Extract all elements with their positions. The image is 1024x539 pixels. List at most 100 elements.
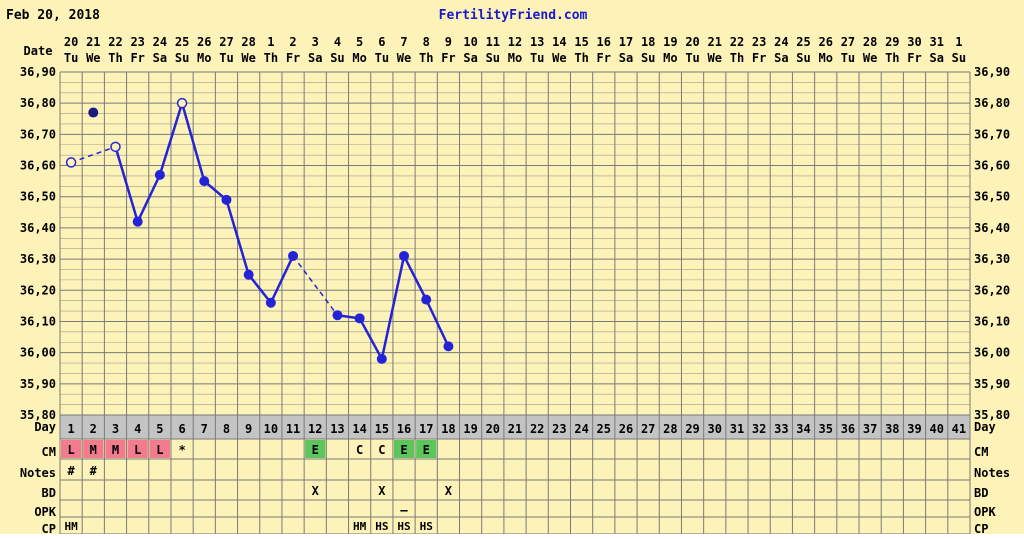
date-row-label: Date <box>24 44 53 58</box>
cm-mark: * <box>178 443 185 457</box>
date-tick-label: 14 <box>552 35 566 49</box>
cm-mark: E <box>312 443 319 457</box>
series-segment <box>70 146 116 164</box>
day-number: 11 <box>286 422 300 436</box>
series-segment <box>247 273 272 304</box>
date-tick-label: 9 <box>445 35 452 49</box>
date-tick-label: 6 <box>378 35 385 49</box>
weekday-tick-label: Th <box>885 51 899 65</box>
weekday-tick-label: Th <box>264 51 278 65</box>
day-number: 3 <box>112 422 119 436</box>
date-tick-label: 22 <box>108 35 122 49</box>
weekday-tick-label: Mo <box>819 51 833 65</box>
y-tick-label-right: 36,00 <box>974 346 1010 360</box>
cm-cell <box>105 440 126 458</box>
date-tick-label: 5 <box>356 35 363 49</box>
day-number: 12 <box>308 422 322 436</box>
brand-link[interactable]: FertilityFriend.com <box>439 8 588 23</box>
y-tick-label-left: 36,60 <box>20 159 56 173</box>
cp-mark: HS <box>397 520 410 533</box>
y-tick-label-right: 36,80 <box>974 96 1010 110</box>
date-tick-label: 24 <box>153 35 167 49</box>
weekday-tick-label: Su <box>175 51 189 65</box>
day-number: 33 <box>774 422 788 436</box>
axis-labels: 20 21 22 23 24 25 26 27 28 1 2 3 4 5 6 7 8 9 10 11 12 13 14 15 1… <box>20 35 1010 536</box>
date-tick-label: 23 <box>752 35 766 49</box>
row-label-right: Day <box>974 420 996 434</box>
series-segment <box>380 255 406 360</box>
day-number: 26 <box>619 422 633 436</box>
day-number: 13 <box>330 422 344 436</box>
y-tick-label-right: 36,50 <box>974 190 1010 204</box>
y-tick-label-right: 36,20 <box>974 283 1010 297</box>
day-number: 21 <box>508 422 522 436</box>
date-tick-label: 16 <box>597 35 611 49</box>
date-tick-label: 19 <box>663 35 677 49</box>
date-tick-label: 22 <box>730 35 744 49</box>
series-segment <box>114 146 139 223</box>
data-point <box>221 194 232 205</box>
cm-mark: L <box>156 443 163 457</box>
cm-cell <box>127 440 148 458</box>
series-segment <box>269 255 295 304</box>
weekday-tick-label: Tu <box>685 51 699 65</box>
row-label-right: Notes <box>974 466 1010 480</box>
y-tick-label-right: 36,70 <box>974 127 1010 141</box>
date-tick-label: 17 <box>619 35 633 49</box>
data-point <box>265 297 276 308</box>
weekday-tick-label: We <box>863 51 877 65</box>
weekday-tick-label: Sa <box>308 51 322 65</box>
data-point <box>354 313 365 324</box>
y-tick-label-left: 36,30 <box>20 252 56 266</box>
weekday-tick-label: Sa <box>929 51 943 65</box>
weekday-tick-label: Mo <box>663 51 677 65</box>
day-row-background <box>60 415 970 439</box>
date-tick-label: 2 <box>289 35 296 49</box>
grid <box>59 71 971 535</box>
day-number: 31 <box>730 422 744 436</box>
data-point <box>443 341 454 352</box>
day-number: 18 <box>441 422 455 436</box>
data-point <box>332 310 343 321</box>
y-tick-label-left: 36,90 <box>20 65 56 79</box>
y-tick-label-left: 35,80 <box>20 408 56 422</box>
cm-cell <box>416 440 437 458</box>
cm-mark: E <box>400 443 407 457</box>
day-number: 32 <box>752 422 766 436</box>
data-point <box>65 157 77 168</box>
series-segment <box>180 102 206 182</box>
day-number: 24 <box>574 422 588 436</box>
date-tick-label: 1 <box>267 35 274 49</box>
data-point <box>243 269 254 280</box>
date-tick-label: 12 <box>508 35 522 49</box>
cm-mark: E <box>423 443 430 457</box>
day-number: 4 <box>134 422 141 436</box>
weekday-tick-label: We <box>552 51 566 65</box>
row-label-right: OPK <box>974 505 996 519</box>
date-tick-label: 11 <box>486 35 500 49</box>
cm-mark: C <box>356 443 363 457</box>
data-point <box>132 216 143 227</box>
date-tick-label: 26 <box>197 35 211 49</box>
weekday-tick-label: We <box>708 51 722 65</box>
weekday-tick-label: We <box>241 51 255 65</box>
data-point <box>176 97 188 109</box>
temperature-series <box>65 97 454 364</box>
weekday-tick-label: Su <box>796 51 810 65</box>
date-tick-label: 10 <box>463 35 477 49</box>
row-label-left: OPK <box>34 505 56 519</box>
day-number: 38 <box>885 422 899 436</box>
series-segment <box>158 102 184 176</box>
series-segment <box>292 255 339 316</box>
date-tick-label: 3 <box>312 35 319 49</box>
row-label-right: CP <box>974 522 988 534</box>
day-number: 35 <box>819 422 833 436</box>
cm-cell <box>149 440 170 458</box>
day-number: 8 <box>223 422 230 436</box>
date-tick-label: 18 <box>641 35 655 49</box>
cm-cell <box>305 440 326 458</box>
day-number: 19 <box>463 422 477 436</box>
cm-cell <box>61 440 82 458</box>
